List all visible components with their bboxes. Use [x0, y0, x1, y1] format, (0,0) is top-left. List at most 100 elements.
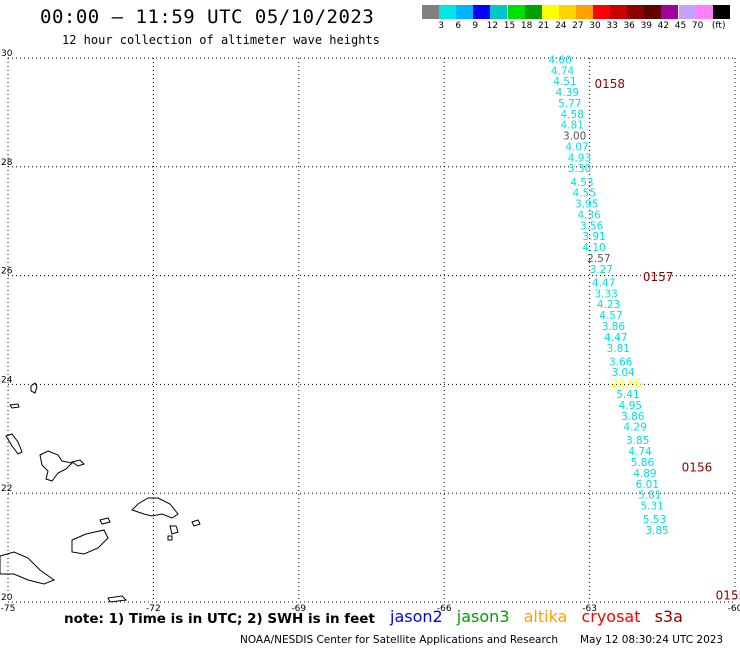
wave-height-value: 2.57	[587, 253, 610, 265]
color-scale-label: 27	[572, 21, 584, 31]
wave-height-value: 3.27	[590, 264, 613, 276]
island-shape	[167, 535, 173, 541]
wave-height-value: 3.81	[607, 343, 630, 355]
wave-height-value: 4.57	[599, 310, 622, 322]
island-shape	[30, 382, 38, 394]
wave-height-value: 5.86	[631, 457, 655, 469]
wave-height-labels: 4.604.744.514.395.774.584.813.004.074.93…	[548, 54, 668, 537]
wave-height-value: 4.29	[624, 422, 647, 434]
wave-height-value: 4.53	[570, 177, 593, 189]
island-shape	[70, 459, 85, 467]
wave-height-value: 3.66	[609, 356, 633, 368]
color-swatch	[473, 5, 491, 19]
wave-height-value: 4.10	[582, 242, 605, 254]
color-swatch	[456, 5, 474, 19]
color-scale-unit: (ft)	[711, 21, 726, 31]
island-shape	[131, 497, 179, 519]
wave-height-value: 4.89	[633, 468, 656, 480]
wave-height-value: 3.95	[575, 199, 598, 211]
color-swatch	[610, 5, 628, 19]
island-shape	[99, 517, 111, 525]
pass-id: 0155	[716, 588, 740, 602]
island-shape	[5, 433, 23, 455]
wave-height-value: 4.39	[556, 87, 579, 99]
map-subtitle: 12 hour collection of altimeter wave hei…	[62, 33, 380, 47]
wave-height-value: 4.58	[561, 109, 584, 121]
wave-height-value: 4.07	[565, 141, 588, 153]
island-shape	[0, 551, 56, 585]
color-swatch	[507, 5, 525, 19]
footnote: note: 1) Time is in UTC; 2) SWH is in fe…	[64, 611, 375, 627]
color-scale-label: 24	[555, 21, 567, 31]
island-shape	[39, 450, 74, 482]
wave-height-value: 4.74	[551, 65, 575, 77]
color-swatch	[678, 5, 696, 19]
axis-labels: 30 28 26 24 22 20-75 -72 -69 -66 -63 -60	[1, 49, 740, 614]
wave-height-value: 4.47	[592, 277, 615, 289]
wave-height-value: 4.81	[561, 120, 584, 132]
color-swatch	[627, 5, 645, 19]
lon-label: -63	[582, 604, 597, 614]
color-scale-label: 15	[503, 21, 516, 31]
wave-height-value: 3.85	[626, 435, 649, 447]
lat-label: 24	[1, 375, 13, 385]
color-swatch	[712, 5, 730, 19]
wave-height-value: 5.81	[638, 490, 661, 502]
island-shape	[169, 525, 179, 535]
wave-height-value: 23.66	[611, 378, 641, 390]
wave-height-value: 3.86	[602, 321, 626, 333]
wave-height-value: 4.51	[553, 76, 576, 88]
island-shape	[191, 519, 201, 527]
lat-label: 22	[1, 484, 12, 494]
pass-id-labels: 0158 0157 0156 0155	[594, 77, 740, 602]
lat-label: 20	[1, 593, 13, 603]
wave-height-value: 3.00	[563, 131, 586, 143]
lon-label: -69	[291, 604, 306, 614]
pass-id: 0157	[643, 270, 674, 284]
map-title: 00:00 – 11:59 UTC 05/10/2023	[40, 6, 375, 28]
coastline	[0, 382, 201, 603]
color-scale-label: 21	[537, 21, 550, 31]
wave-height-value: 5.53	[643, 514, 666, 526]
color-scale-label: 6	[455, 21, 462, 31]
lat-label: 26	[1, 267, 13, 277]
legend-jason2: jason2	[390, 607, 443, 626]
color-scale-label: 33	[606, 21, 618, 31]
wave-height-value: 4.93	[568, 152, 591, 164]
generation-timestamp: May 12 08:30:24 UTC 2023	[580, 634, 724, 646]
color-swatch	[541, 5, 559, 19]
color-swatch	[593, 5, 611, 19]
satellite-legend: jason2 jason3 altika cryosat s3a	[390, 607, 692, 626]
color-swatch	[490, 5, 508, 19]
color-swatch	[439, 5, 457, 19]
wave-height-value: 5.77	[558, 98, 581, 110]
lon-label: -72	[146, 604, 161, 614]
lat-label: 28	[1, 158, 13, 168]
wave-height-value: 5.41	[616, 389, 639, 401]
wave-height-value: 4.36	[577, 209, 601, 221]
legend-altika: altika	[523, 607, 568, 626]
color-scale-label: 39	[640, 21, 653, 31]
color-scale-label: 9	[472, 21, 479, 31]
color-swatch	[558, 5, 576, 19]
color-swatch	[644, 5, 662, 19]
legend-s3a: s3a	[654, 607, 683, 626]
color-scale-label: 12	[486, 21, 499, 31]
wave-height-value: 4.47	[604, 332, 627, 344]
lon-label: -66	[437, 604, 452, 614]
legend-jason3: jason3	[456, 607, 510, 626]
color-scale-label: 42	[657, 21, 670, 31]
wave-height-value: 3.86	[621, 411, 645, 423]
lon-label: -60	[728, 604, 740, 614]
wave-height-value: 4.23	[597, 299, 620, 311]
wave-height-value: 4.74	[628, 446, 652, 458]
wave-height-value: 6.01	[636, 479, 659, 491]
wave-height-value: 3.91	[582, 231, 605, 243]
color-scale-label: 36	[623, 21, 635, 31]
wave-height-value: 4.95	[619, 400, 642, 412]
wave-height-value: 4.60	[548, 54, 571, 66]
color-swatch	[661, 5, 679, 19]
legend-cryosat: cryosat	[581, 607, 641, 626]
island-shape	[107, 595, 128, 603]
color-swatch	[575, 5, 593, 19]
